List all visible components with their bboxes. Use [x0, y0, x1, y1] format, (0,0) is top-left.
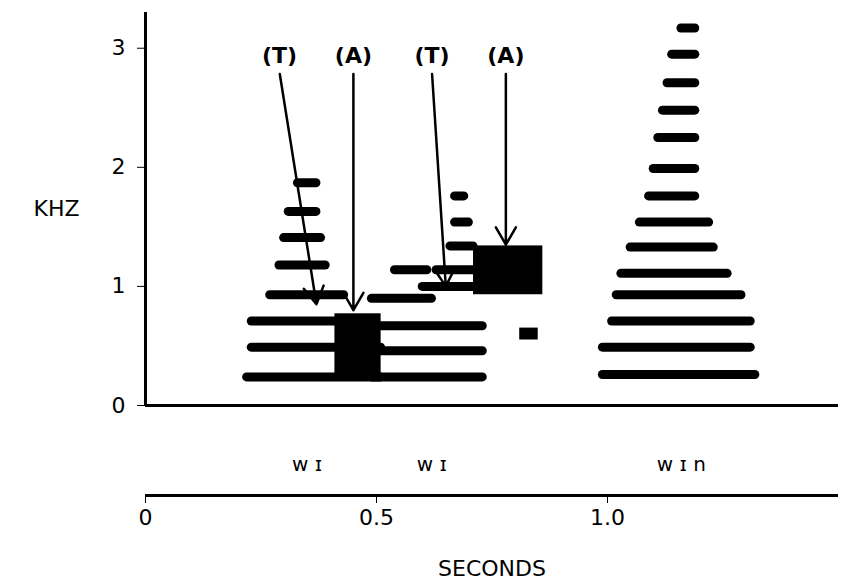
- svg-text:2: 2: [112, 154, 126, 179]
- svg-text:0: 0: [112, 393, 126, 418]
- svg-text:w ɪ n: w ɪ n: [657, 452, 706, 476]
- svg-text:0: 0: [139, 505, 153, 530]
- svg-text:w ɪ: w ɪ: [417, 452, 447, 476]
- svg-text:(T): (T): [414, 43, 449, 68]
- svg-text:w ɪ: w ɪ: [292, 452, 322, 476]
- svg-text:3: 3: [112, 35, 126, 60]
- svg-text:KHZ: KHZ: [34, 196, 80, 221]
- svg-text:1.0: 1.0: [590, 505, 625, 530]
- svg-text:(A): (A): [335, 43, 372, 68]
- svg-text:1: 1: [112, 273, 126, 298]
- svg-text:SECONDS: SECONDS: [438, 556, 546, 581]
- svg-text:0.5: 0.5: [359, 505, 394, 530]
- svg-text:(T): (T): [262, 43, 297, 68]
- svg-text:(A): (A): [487, 43, 524, 68]
